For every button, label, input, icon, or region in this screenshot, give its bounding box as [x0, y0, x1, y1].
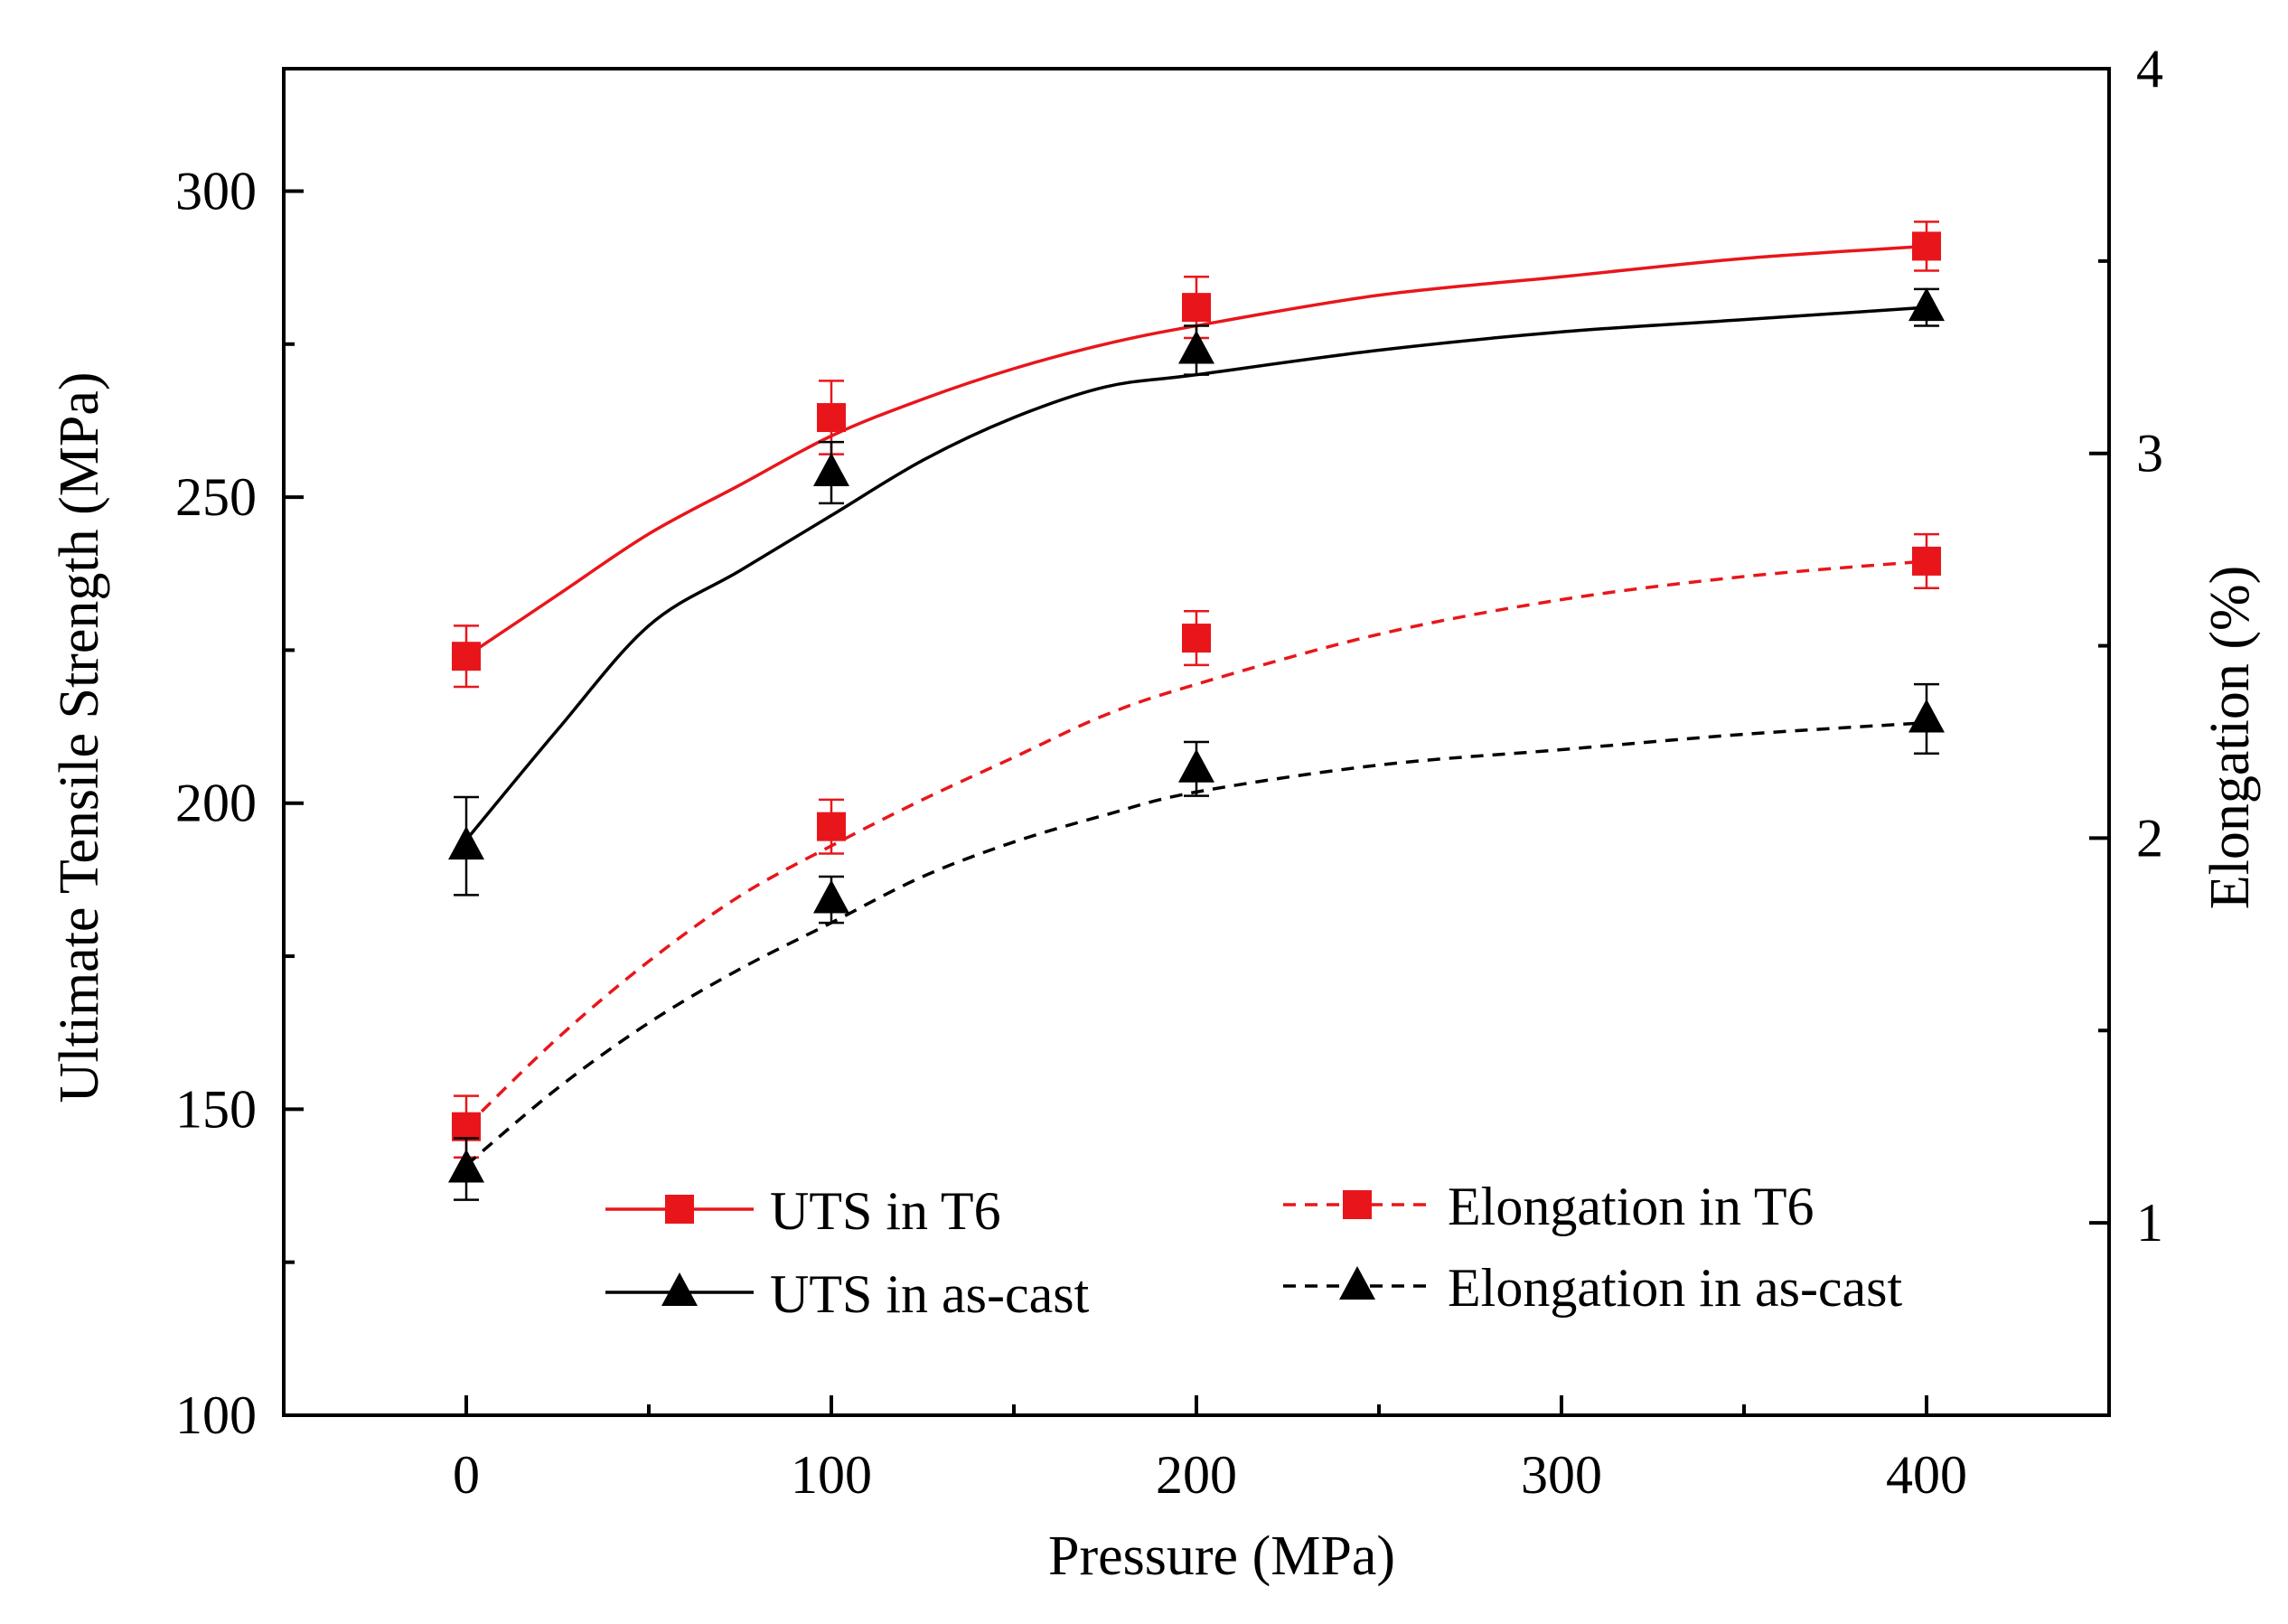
series-uts-in-t6 [452, 221, 1941, 689]
legend-item: UTS in as-cast [605, 1264, 1090, 1324]
data-point [452, 1112, 481, 1141]
series-fit-line [464, 559, 1927, 1128]
data-point [448, 826, 484, 860]
data-point [1908, 699, 1945, 733]
y2-axis-title: Elongation (%) [2199, 566, 2261, 910]
y-tick-label: 300 [175, 161, 257, 221]
legend-item: Elongation in as-cast [1283, 1258, 1903, 1318]
series-fit-line [464, 720, 1927, 1167]
y-axis-title: Ultimate Tensile Strength (MPa) [49, 372, 110, 1103]
x-tick-label: 300 [1521, 1445, 1602, 1505]
legend-item: Elongation in T6 [1283, 1177, 1814, 1236]
data-point [1912, 231, 1941, 261]
data-point [813, 879, 849, 914]
data-point [813, 453, 849, 486]
y-tick-label: 200 [175, 774, 257, 833]
data-point [1912, 546, 1941, 576]
data-point [1908, 287, 1945, 322]
legend-label: Elongation in T6 [1448, 1177, 1814, 1236]
series-fit-line [464, 305, 1927, 841]
legend: UTS in T6 UTS in as-cast Elongation in T6 E… [605, 1177, 1903, 1324]
data-point [1178, 748, 1214, 783]
series-elongation-in-t6 [452, 532, 1941, 1159]
data-point [448, 1149, 484, 1183]
x-tick-label: 400 [1886, 1445, 1967, 1505]
y2-tick-label: 3 [2136, 424, 2163, 483]
y2-axis-ticks: 1 2 3 4 [2089, 39, 2163, 1417]
y2-tick-label: 2 [2136, 808, 2163, 868]
series-layer [448, 221, 1945, 1201]
legend-label: Elongation in as-cast [1448, 1258, 1903, 1318]
legend-label: UTS in T6 [770, 1181, 1001, 1241]
x-tick-label: 0 [453, 1445, 480, 1505]
legend-swatch-marker [661, 1272, 698, 1306]
x-axis-title: Pressure (MPa) [1048, 1525, 1395, 1587]
x-tick-label: 100 [791, 1445, 872, 1505]
legend-label: UTS in as-cast [770, 1264, 1090, 1324]
series-elongation-in-as-cast [448, 682, 1945, 1201]
y-tick-label: 250 [175, 467, 257, 527]
series-uts-in-as-cast [448, 287, 1945, 896]
y2-tick-label: 1 [2136, 1193, 2163, 1253]
y2-tick-label: 4 [2136, 39, 2163, 99]
legend-swatch-marker [1343, 1190, 1372, 1219]
data-point [817, 812, 846, 841]
x-axis-ticks: 0 100 200 300 400 [453, 1395, 1967, 1505]
data-point [452, 642, 481, 671]
data-point [1178, 330, 1214, 364]
data-point [1182, 624, 1211, 653]
data-point [1182, 293, 1211, 323]
y-tick-label: 100 [175, 1385, 257, 1445]
series-fit-line [465, 244, 1927, 658]
legend-item: UTS in T6 [605, 1181, 1001, 1241]
legend-swatch-marker [1339, 1266, 1375, 1300]
data-point [817, 403, 846, 433]
y-tick-label: 150 [175, 1079, 257, 1139]
x-tick-label: 200 [1156, 1445, 1237, 1505]
legend-swatch-marker [665, 1195, 694, 1224]
y-axis-ticks: 100 150 200 250 300 [175, 161, 304, 1445]
